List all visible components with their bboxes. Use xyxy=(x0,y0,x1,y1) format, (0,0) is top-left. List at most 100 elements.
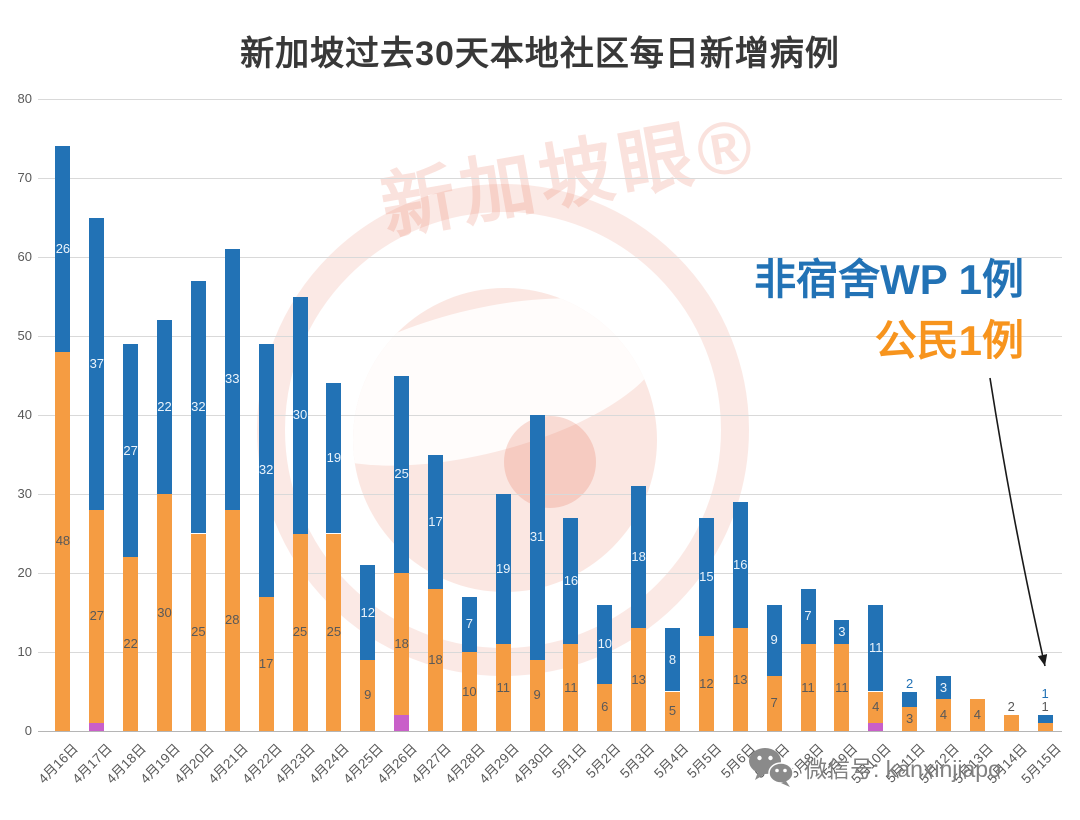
bar-segment-citizen xyxy=(123,557,139,731)
bar-segment-non-dorm-wp xyxy=(800,588,816,645)
bar-value-label: 22 xyxy=(157,399,172,415)
gridline xyxy=(38,415,1062,416)
bar-segment-non-dorm-wp xyxy=(157,320,173,494)
bar-segment-citizen xyxy=(529,659,545,731)
bar-value-label: 30 xyxy=(292,407,308,422)
bar-segment-non-dorm-wp xyxy=(89,217,105,510)
y-axis-tick-label: 80 xyxy=(17,91,32,106)
bar-value-label: 4 xyxy=(939,707,948,723)
y-axis-tick-label: 50 xyxy=(17,328,32,343)
gridline xyxy=(38,336,1062,337)
bar-segment-non-dorm-wp xyxy=(766,604,782,676)
chart-title: 新加坡过去30天本地社区每日新增病例 xyxy=(240,35,840,73)
bar-segment-purple xyxy=(868,723,884,731)
bar-segment-citizen xyxy=(563,644,579,731)
bar-segment-citizen xyxy=(461,652,477,731)
bar-segment-citizen xyxy=(631,628,647,731)
bar-segment-citizen xyxy=(665,691,681,731)
gridline xyxy=(38,573,1062,574)
bar-segment-non-dorm-wp xyxy=(665,628,681,692)
bar-segment-non-dorm-wp xyxy=(698,517,714,637)
y-axis-tick-label: 0 xyxy=(24,723,32,738)
gridline xyxy=(38,494,1062,495)
x-axis-label-text: 5月3日 xyxy=(616,740,658,782)
bar-value-label: 33 xyxy=(225,371,240,387)
bar-segment-non-dorm-wp xyxy=(360,565,376,660)
bar-value-label: 31 xyxy=(529,529,545,545)
bar-segment-citizen xyxy=(224,509,240,731)
bar-value-label: 18 xyxy=(428,651,443,667)
bar-value-label: 25 xyxy=(326,624,342,640)
bar-segment-non-dorm-wp xyxy=(292,296,308,534)
bar-value-label: 19 xyxy=(495,561,511,577)
gridline xyxy=(38,257,1062,258)
bar-segment-citizen xyxy=(969,699,985,731)
bar-segment-non-dorm-wp xyxy=(394,375,410,573)
bar-segment-non-dorm-wp xyxy=(55,146,71,352)
bar-segment-citizen xyxy=(190,533,206,731)
bar-value-label: 26 xyxy=(55,241,71,257)
bar-value-label: 11 xyxy=(835,679,849,695)
bar-value-label: 4 xyxy=(973,707,981,723)
gridline xyxy=(38,178,1062,179)
bar-value-label: 7 xyxy=(465,616,473,632)
bar-segment-non-dorm-wp xyxy=(834,620,850,645)
bar-segment-citizen xyxy=(834,644,850,731)
bar-value-label: 28 xyxy=(225,612,240,628)
bar-segment-citizen xyxy=(495,644,511,731)
bar-segment-purple xyxy=(394,715,410,731)
bar-segment-non-dorm-wp xyxy=(631,486,647,629)
bar-segment-non-dorm-wp xyxy=(190,280,206,534)
bar-value-label: 9 xyxy=(533,687,541,703)
bar-value-label: 9 xyxy=(770,632,778,648)
annotation-line-blue: 非宿舍WP 1例 xyxy=(754,256,1024,303)
bar-value-label: 15 xyxy=(699,568,714,584)
bar-value-label: 10 xyxy=(462,683,477,699)
bar-segment-citizen xyxy=(89,509,105,724)
bar-value-label: 9 xyxy=(364,687,372,703)
bar-segment-citizen xyxy=(800,644,816,731)
bar-segment-non-dorm-wp xyxy=(868,604,884,692)
bar-value-label: 11 xyxy=(496,679,510,695)
bar-segment-purple xyxy=(89,723,105,731)
bar-value-label: 16 xyxy=(563,572,579,588)
bar-segment-non-dorm-wp xyxy=(495,494,511,645)
bar-value-label: 30 xyxy=(157,604,172,620)
bar-value-label: 19 xyxy=(326,450,342,466)
bar-value-label: 25 xyxy=(292,624,308,640)
annotation: 非宿舍WP 1例 公民1例 xyxy=(754,250,1024,372)
bar-segment-citizen xyxy=(1003,715,1019,731)
bar-segment-citizen xyxy=(732,628,748,731)
bar-segment-citizen xyxy=(394,573,410,716)
bar-segment-citizen xyxy=(360,659,376,731)
bar-value-label: 10 xyxy=(597,636,613,652)
bar-value-label: 32 xyxy=(258,462,274,478)
bar-value-label: 32 xyxy=(191,399,206,415)
y-axis-tick-label: 70 xyxy=(17,170,32,185)
bar-segment-non-dorm-wp xyxy=(461,596,477,652)
bar-value-label: 2 xyxy=(1007,699,1015,715)
bar-value-label: 1 xyxy=(1041,699,1049,715)
bar-value-label: 12 xyxy=(360,604,375,620)
bar-segment-citizen xyxy=(427,588,443,731)
annotation-line-orange: 公民1例 xyxy=(874,316,1024,364)
bar-value-label: 3 xyxy=(939,679,948,695)
wechat-icon xyxy=(749,748,794,787)
bar-segment-citizen xyxy=(157,494,173,731)
x-axis-label-text: 5月1日 xyxy=(549,740,590,782)
bar-value-label: 11 xyxy=(801,679,815,695)
y-axis-tick-label: 40 xyxy=(17,407,32,422)
bar-segment-non-dorm-wp xyxy=(935,675,951,700)
bar-value-label: 18 xyxy=(631,549,646,565)
gridline xyxy=(38,652,1062,653)
bar-segment-non-dorm-wp xyxy=(732,501,748,629)
x-axis-line xyxy=(38,731,1062,732)
bar-segment-citizen xyxy=(258,596,274,731)
bar-value-label: 17 xyxy=(428,513,443,529)
bar-segment-non-dorm-wp xyxy=(1037,715,1053,724)
bar-segment-non-dorm-wp xyxy=(224,249,240,510)
bar-value-label: 17 xyxy=(258,655,274,671)
bar-segment-citizen xyxy=(326,533,342,731)
